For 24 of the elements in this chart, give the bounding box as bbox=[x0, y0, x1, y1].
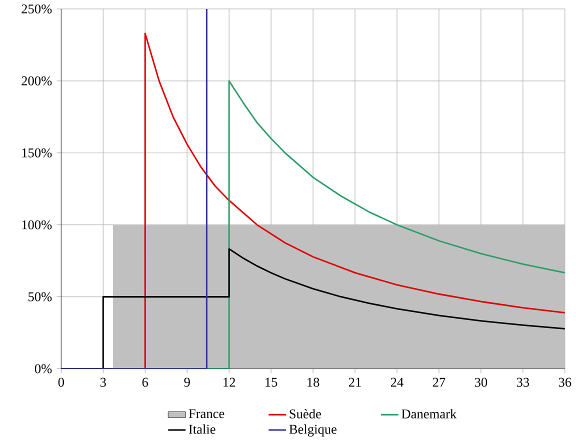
x-tick-label: 24 bbox=[390, 378, 404, 387]
y-tick-label: 250% bbox=[22, 4, 52, 14]
x-tick-label: 0 bbox=[58, 378, 64, 387]
y-tick-label: 0% bbox=[34, 364, 52, 374]
x-tick-label: 3 bbox=[100, 378, 106, 387]
x-tick-label: 27 bbox=[432, 378, 446, 387]
x-tick-label: 21 bbox=[348, 378, 361, 387]
x-tick-label: 33 bbox=[516, 378, 530, 387]
x-tick-label: 6 bbox=[142, 378, 148, 387]
x-tick-label: 30 bbox=[474, 378, 488, 387]
x-tick-label: 36 bbox=[558, 378, 572, 387]
legend-label: Italie bbox=[188, 424, 216, 434]
x-tick-label: 12 bbox=[224, 378, 236, 387]
x-tick-label: 15 bbox=[266, 378, 278, 387]
legend-label: Danemark bbox=[402, 409, 457, 419]
legend-label: Suède bbox=[290, 409, 321, 419]
y-tick-label: 150% bbox=[22, 148, 52, 158]
legend-label: Belgique bbox=[289, 424, 337, 437]
y-tick-label: 50% bbox=[28, 292, 52, 302]
legend-label: France bbox=[188, 409, 224, 418]
x-tick-label: 9 bbox=[184, 378, 190, 387]
y-tick-label: 100% bbox=[22, 220, 52, 230]
y-tick-label: 200% bbox=[22, 76, 52, 86]
x-tick-label: 18 bbox=[308, 378, 320, 387]
